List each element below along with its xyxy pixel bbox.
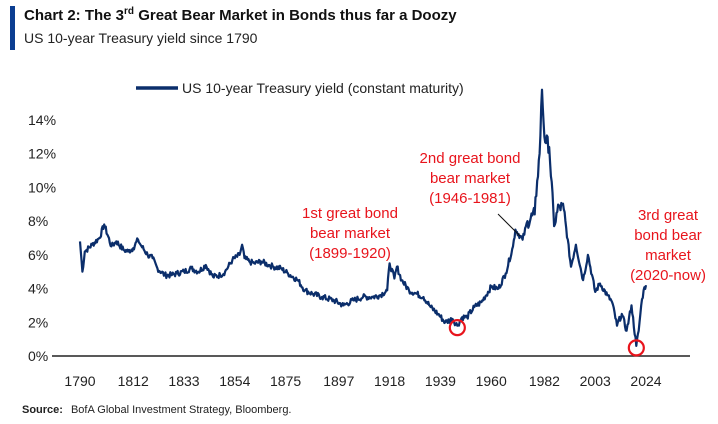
y-tick-label: 8% (28, 213, 48, 229)
annotation-line: market (645, 247, 692, 264)
source-note: Source: BofA Global Investment Strategy, … (22, 404, 292, 416)
series-line (78, 88, 648, 347)
y-tick-label: 2% (28, 314, 48, 330)
x-tick-label: 1960 (476, 373, 507, 389)
annotation-line: (2020-now) (630, 267, 706, 284)
x-tick-label: 2003 (580, 373, 611, 389)
y-tick-label: 10% (28, 179, 56, 195)
circled-low-marker (448, 319, 466, 337)
annotation-line: (1899-1920) (309, 245, 391, 262)
annotation-line: bear market (430, 170, 511, 187)
annotation-line: bear market (310, 225, 391, 242)
circled-low-marker (627, 339, 645, 357)
chart-title: Chart 2: The 3rd Great Bear Market in Bo… (24, 6, 457, 24)
x-tick-label: 1875 (270, 373, 301, 389)
annotation-label: 3rd great bond bear market (2020-now) (630, 207, 706, 284)
annotation-pointer (497, 213, 521, 237)
x-tick-label: 1982 (529, 373, 560, 389)
y-tick-label: 12% (28, 146, 56, 162)
x-tick-label: 1918 (374, 373, 405, 389)
annotation-line: 3rd great (638, 207, 699, 224)
y-tick-label: 0% (28, 348, 48, 364)
title-accent-bar (10, 6, 15, 50)
x-tick-label: 1833 (168, 373, 199, 389)
x-tick-label: 2024 (630, 373, 661, 389)
annotation-line: bond bear (634, 227, 702, 244)
annotation-line: (1946-1981) (429, 190, 511, 207)
annotation-line: 2nd great bond (420, 150, 521, 167)
annotation-label: 1st great bond bear market (1899-1920) (302, 205, 398, 262)
y-tick-label: 4% (28, 281, 48, 297)
chart-subtitle: US 10-year Treasury yield since 1790 (24, 30, 258, 46)
yield-line-chart: 0% 2% 4% 6% 8% 10% 12% 14% 1790 1812 1833 1854 1875 1… (28, 80, 706, 389)
x-tick-label: 1854 (219, 373, 250, 389)
legend-label: US 10-year Treasury yield (constant matu… (182, 80, 464, 96)
x-tick-label: 1790 (64, 373, 95, 389)
annotation-line: 1st great bond (302, 205, 398, 222)
y-tick-label: 14% (28, 112, 56, 128)
annotation-label: 2nd great bond bear market (1946-1981) (420, 150, 521, 207)
x-tick-label: 1897 (323, 373, 354, 389)
x-tick-label: 1812 (118, 373, 149, 389)
y-tick-label: 6% (28, 247, 48, 263)
x-tick-label: 1939 (425, 373, 456, 389)
